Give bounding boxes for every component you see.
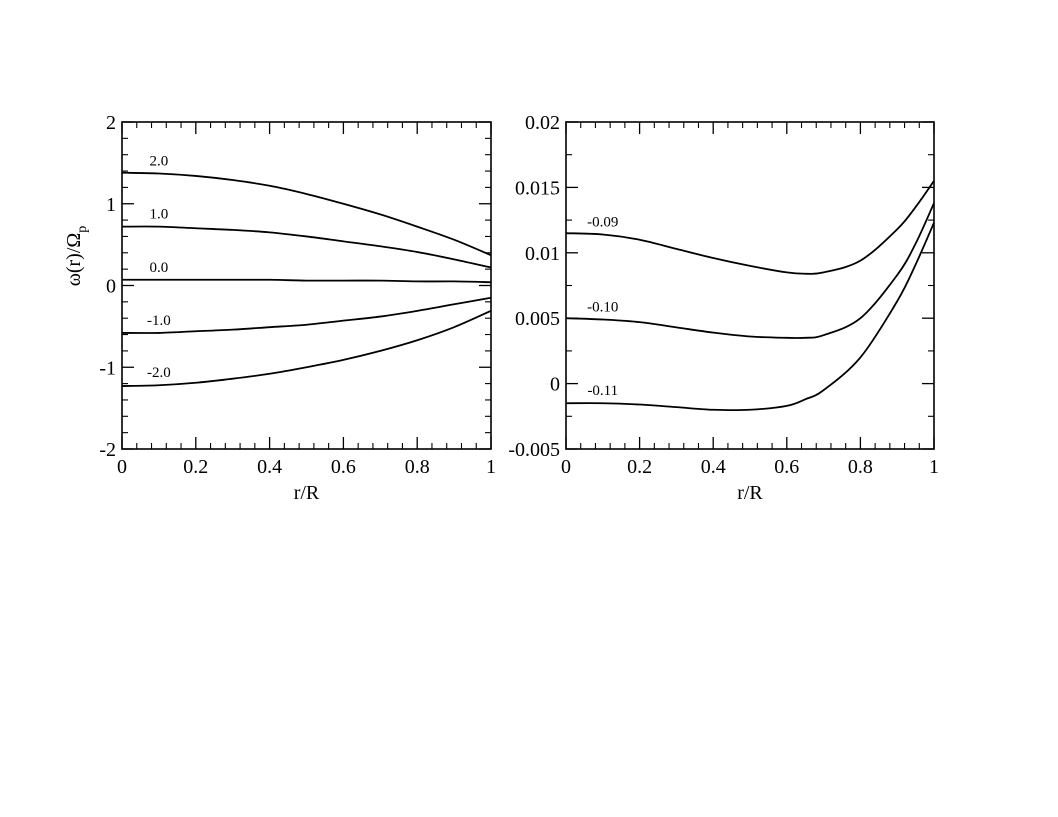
x-tick-label: 1	[486, 456, 496, 478]
series-label: 0.0	[150, 260, 169, 276]
y-tick-label: 0.01	[525, 243, 560, 265]
y-tick-label: 0.015	[515, 177, 560, 199]
y-axis-label-main: ω(r)/Ω	[63, 233, 85, 287]
y-tick-label: -2	[99, 439, 116, 461]
y-tick-label: 0.02	[525, 112, 560, 134]
series-line	[121, 296, 492, 334]
series-label: 2.0	[150, 154, 169, 170]
series-line	[121, 171, 492, 257]
series-line	[121, 310, 492, 387]
y-tick-label: -1	[99, 357, 116, 379]
plot-frame	[565, 121, 935, 450]
y-tick-label: 0.005	[515, 308, 560, 330]
x-tick-label: 0.8	[848, 456, 873, 478]
x-tick-label: 0.8	[405, 456, 430, 478]
series-label: -0.10	[587, 300, 618, 316]
series-label: -1.0	[147, 313, 171, 329]
y-tick-label: -0.005	[508, 439, 560, 461]
right-panel: 0 0.2 0.4 0.6 0.8 1-0.00500.0050.010.0150.02r…	[508, 112, 939, 504]
series-label: 1.0	[150, 207, 169, 223]
x-tick-label: 0.4	[257, 456, 282, 478]
series-label: -2.0	[147, 365, 171, 381]
y-tick-label: 1	[106, 194, 116, 216]
x-axis-label: r/R	[294, 482, 320, 504]
x-tick-label: 0.2	[183, 456, 208, 478]
y-axis-label-subscript: p	[75, 226, 90, 233]
plot-frame	[121, 121, 492, 450]
left-panel: 0 0.2 0.4 0.6 0.8 1 -2 -1 0 1 2 r/R ω(r)/Ωp 2.0 1.0 0.0…	[63, 112, 496, 504]
y-tick-label: 0	[550, 374, 560, 396]
x-tick-label: 0.4	[701, 456, 726, 478]
x-tick-label: 0	[117, 456, 127, 478]
series-label: -0.11	[587, 383, 618, 399]
x-tick-label: 0	[561, 456, 571, 478]
x-axis-label: r/R	[737, 482, 763, 504]
series-line	[565, 202, 935, 339]
series-line	[565, 180, 935, 275]
series-line	[565, 222, 935, 412]
x-tick-label: 0.2	[627, 456, 652, 478]
x-tick-label: 0.6	[774, 456, 799, 478]
y-tick-label: 0	[106, 276, 116, 298]
x-tick-label: 1	[929, 456, 939, 478]
series-label: -0.09	[587, 214, 618, 230]
y-axis-label: ω(r)/Ωp	[63, 226, 90, 287]
x-tick-label: 0.6	[331, 456, 356, 478]
series-line	[121, 278, 492, 284]
series-line	[121, 225, 492, 269]
y-tick-label: 2	[106, 112, 116, 134]
